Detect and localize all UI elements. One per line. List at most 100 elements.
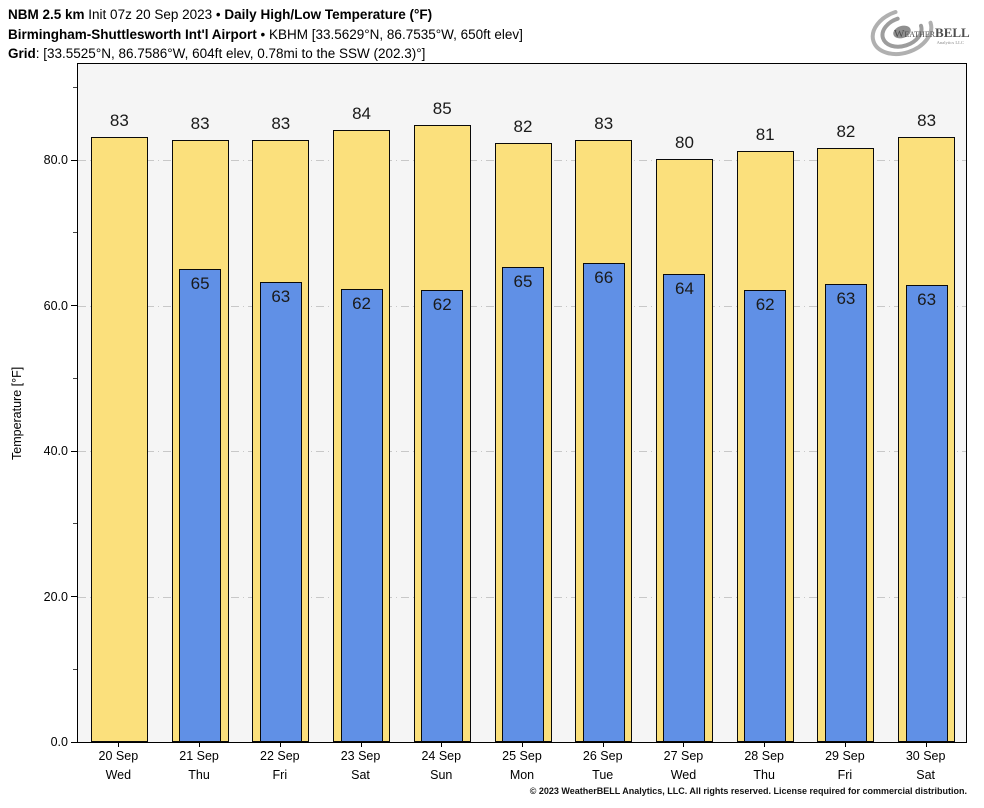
x-tick-label: 23 Sep Sat (320, 747, 401, 785)
x-tick-weekday: Mon (509, 768, 535, 782)
low-value-label: 63 (917, 290, 937, 310)
low-value-label: 65 (513, 271, 533, 291)
low-value-label: 64 (674, 278, 694, 298)
x-tick-date: 27 Sep (663, 749, 704, 763)
x-tick-date: 24 Sep (421, 749, 462, 763)
x-tick-label: 29 Sep Fri (805, 747, 886, 785)
x-tick-label: 24 Sep Sun (401, 747, 482, 785)
high-value-label: 83 (917, 110, 937, 130)
x-tick-date: 25 Sep (502, 749, 542, 763)
low-bar (502, 266, 544, 742)
high-bar (90, 136, 148, 742)
low-bar (744, 290, 787, 742)
x-tick (683, 743, 685, 747)
x-tick-label: 20 Sep Wed (78, 747, 159, 785)
y-minor-tick-90 (73, 86, 77, 88)
copyright-notice: © 2023 WeatherBELL Analytics, LLC. All r… (529, 786, 967, 796)
low-bar (421, 289, 464, 742)
title-line-1: NBM 2.5 km Init 07z 20 Sep 2023 • Daily … (8, 5, 523, 25)
title-line-3: Grid: [33.5525°N, 86.7586°W, 604ft elev,… (8, 44, 523, 64)
high-value-label: 83 (271, 114, 291, 134)
high-value-label: 83 (109, 110, 129, 130)
grid-label: Grid (8, 46, 36, 61)
y-minor-tick-70 (73, 232, 77, 234)
chart-header: NBM 2.5 km Init 07z 20 Sep 2023 • Daily … (8, 5, 523, 64)
separator-dot: • (260, 26, 266, 42)
x-tick-weekday: Fri (272, 768, 288, 782)
y-tick-label: 0.0 (50, 735, 68, 749)
init-time: Init 07z 20 Sep 2023 (88, 7, 213, 22)
x-tick-label: 26 Sep Tue (562, 747, 643, 785)
y-tick-label: 80.0 (43, 153, 68, 168)
y-tick-label: 40.0 (43, 444, 68, 458)
high-value-label: 84 (352, 104, 371, 124)
model-name: NBM 2.5 km (8, 7, 85, 22)
x-tick (199, 743, 201, 747)
x-tick (441, 743, 443, 747)
high-value-label: 83 (190, 113, 210, 133)
x-tick-date: 22 Sep (260, 749, 300, 763)
x-tick-label: 27 Sep Wed (643, 747, 724, 785)
y-minor-tick-10 (73, 668, 77, 670)
y-tick-20 (71, 596, 77, 597)
x-tick-label: 25 Sep Mon (482, 747, 563, 785)
low-value-label: 63 (836, 288, 856, 308)
x-tick (118, 743, 120, 747)
y-tick-label: 20.0 (43, 589, 68, 604)
x-tick-weekday: Sat (351, 768, 370, 782)
low-bar (824, 283, 867, 742)
low-value-label: 62 (432, 294, 452, 314)
title-line-2: Birmingham-Shuttlesworth Int'l Airport •… (8, 25, 523, 45)
y-tick-0 (71, 741, 77, 743)
x-tick-date: 20 Sep (98, 749, 139, 763)
y-tick-60 (71, 305, 77, 307)
high-value-label: 81 (755, 125, 775, 145)
x-tick-date: 21 Sep (179, 749, 219, 763)
x-tick-weekday: Fri (837, 768, 853, 782)
x-tick-weekday: Thu (753, 768, 775, 782)
x-tick-date: 30 Sep (905, 749, 946, 763)
low-bar (179, 269, 222, 742)
station-details: KBHM [33.5629°N, 86.7535°W, 650ft elev] (268, 26, 523, 42)
low-bar (582, 263, 625, 742)
x-tick-label: 30 Sep Sat (885, 747, 966, 785)
x-tick-weekday: Thu (188, 768, 210, 782)
separator-dot: • (215, 7, 221, 22)
x-tick-weekday: Wed (105, 768, 132, 782)
low-value-label: 62 (352, 293, 371, 313)
x-tick-label: 21 Sep Thu (159, 747, 240, 785)
y-minor-tick-30 (73, 523, 77, 525)
low-value-label: 62 (755, 295, 775, 315)
x-tick-date: 28 Sep (744, 749, 784, 763)
high-value-label: 80 (674, 133, 694, 153)
x-tick-date: 23 Sep (340, 749, 381, 763)
y-tick-label: 60.0 (43, 298, 68, 313)
weatherbell-logo: WeatherBELL Analytics LLC (870, 10, 970, 57)
x-tick-label: 28 Sep Thu (724, 747, 805, 785)
x-tick (279, 743, 281, 747)
grid-details: : [33.5525°N, 86.7586°W, 604ft elev, 0.7… (35, 46, 426, 61)
x-tick (764, 743, 766, 747)
low-value-label: 65 (190, 274, 210, 294)
low-value-label: 66 (594, 268, 614, 288)
low-bar (340, 288, 383, 742)
x-tick (844, 743, 846, 747)
y-tick-40 (71, 450, 77, 452)
x-tick-weekday: Sat (916, 768, 935, 782)
x-tick (360, 743, 362, 747)
x-tick (522, 743, 523, 747)
x-tick-weekday: Tue (592, 768, 614, 782)
x-tick (602, 743, 604, 747)
low-bar (259, 281, 302, 742)
x-tick-date: 29 Sep (825, 749, 865, 763)
high-value-label: 83 (594, 114, 614, 134)
x-tick (925, 743, 927, 747)
x-tick-weekday: Wed (670, 768, 697, 782)
low-bar (663, 273, 706, 742)
x-tick-label: 22 Sep Fri (239, 747, 320, 785)
y-minor-tick-50 (73, 377, 77, 379)
x-tick-date: 26 Sep (582, 749, 623, 763)
product-title: Daily High/Low Temperature (°F) (224, 7, 433, 22)
low-bar (905, 285, 948, 742)
